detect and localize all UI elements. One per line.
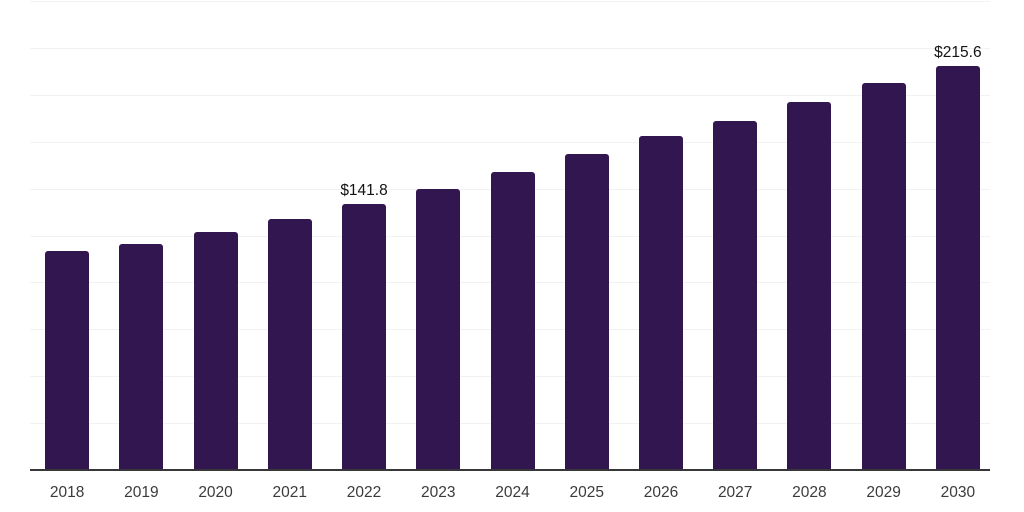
bar-2027[interactable] bbox=[713, 121, 758, 470]
x-tick-label-2021: 2021 bbox=[272, 484, 308, 501]
x-tick-label-2020: 2020 bbox=[198, 484, 233, 501]
bar-2028[interactable] bbox=[787, 101, 832, 470]
bar-value-label-2022: $141.8 bbox=[340, 181, 388, 199]
bar-2022[interactable] bbox=[342, 203, 387, 470]
bar-2018[interactable] bbox=[45, 251, 90, 470]
x-axis-line bbox=[30, 469, 990, 471]
gridline-225 bbox=[30, 47, 990, 49]
gridline-250 bbox=[30, 1, 990, 2]
x-tick-label-2026: 2026 bbox=[643, 484, 679, 501]
x-tick-label-2027: 2027 bbox=[717, 484, 753, 501]
bar-2025[interactable] bbox=[564, 153, 609, 470]
x-tick-label-2028: 2028 bbox=[792, 484, 827, 501]
x-tick-label-2030: 2030 bbox=[940, 484, 976, 501]
bar-2021[interactable] bbox=[267, 219, 312, 470]
gridline-175 bbox=[30, 141, 990, 143]
x-tick-label-2025: 2025 bbox=[569, 484, 604, 501]
x-tick-label-2024: 2024 bbox=[495, 484, 530, 501]
bar-2024[interactable] bbox=[490, 172, 535, 470]
x-tick-label-2023: 2023 bbox=[421, 484, 456, 501]
bar-2023[interactable] bbox=[416, 188, 461, 470]
x-tick-label-2019: 2019 bbox=[124, 484, 159, 501]
bar-2029[interactable] bbox=[861, 82, 906, 470]
bar-2020[interactable] bbox=[193, 232, 238, 470]
x-tick-label-2022: 2022 bbox=[346, 484, 382, 501]
bar-2030[interactable] bbox=[935, 65, 980, 470]
x-tick-label-2029: 2029 bbox=[866, 484, 901, 501]
bar-2019[interactable] bbox=[119, 243, 164, 470]
bar-2026[interactable] bbox=[638, 136, 683, 470]
bar-value-label-2030: $215.6 bbox=[934, 43, 982, 61]
gridline-200 bbox=[30, 94, 990, 96]
x-tick-label-2018: 2018 bbox=[49, 484, 85, 501]
